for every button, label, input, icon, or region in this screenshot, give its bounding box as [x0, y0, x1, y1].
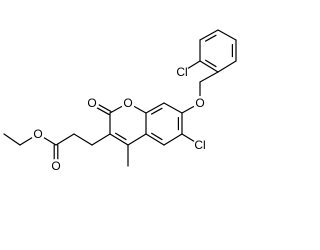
label-background: [193, 138, 207, 152]
bond: [73, 133, 93, 146]
bond: [109, 133, 129, 146]
label-background: [49, 159, 63, 173]
label-background: [193, 96, 207, 110]
atom-label: O: [87, 96, 96, 110]
atom-label: O: [123, 96, 132, 110]
bond: [199, 29, 219, 41]
label-background: [31, 127, 45, 141]
bond: [199, 60, 219, 73]
bond: [127, 133, 147, 146]
bond: [91, 133, 111, 146]
label-background: [121, 96, 135, 110]
atom-label: Cl: [176, 65, 187, 79]
bond: [3, 133, 21, 146]
atom-label: O: [33, 127, 42, 141]
label-background: [175, 65, 189, 79]
bond: [163, 133, 183, 146]
bond: [217, 29, 237, 41]
atom-label: O: [51, 159, 60, 173]
bond: [217, 60, 237, 73]
bond: [151, 107, 163, 115]
bond: [199, 71, 219, 83]
bond: [145, 102, 165, 114]
label-background: [85, 96, 99, 110]
bond: [163, 102, 183, 114]
bond: [115, 132, 127, 141]
atom-label: Cl: [194, 138, 205, 152]
atom-label: O: [195, 96, 204, 110]
bond: [55, 133, 75, 146]
bond: [145, 133, 165, 146]
structure-diagram: O O O O Cl O Cl: [3, 29, 237, 173]
bond: [205, 59, 217, 68]
bond: [151, 132, 163, 141]
bond: [205, 34, 217, 42]
